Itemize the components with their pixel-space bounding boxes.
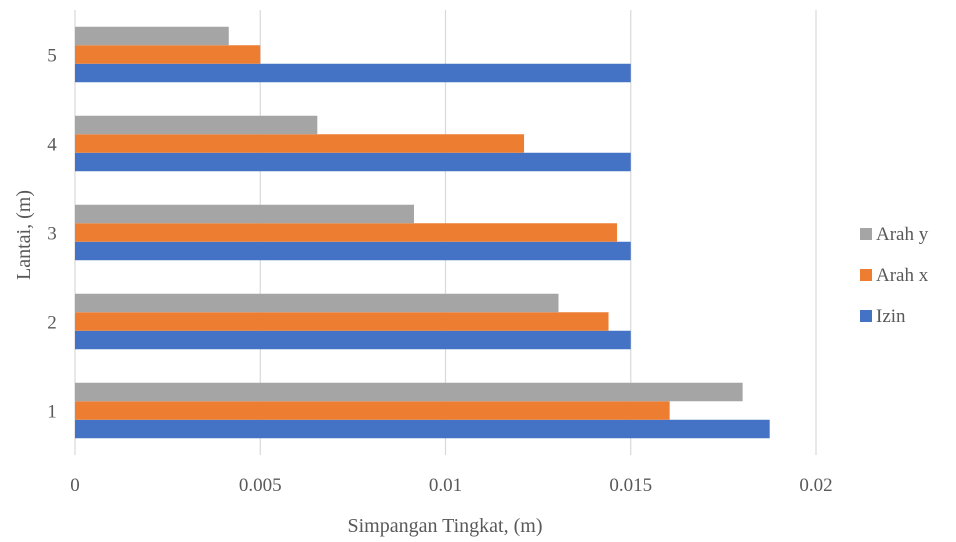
- legend-label: Arah x: [876, 265, 929, 286]
- y-tick-label: 3: [47, 224, 57, 245]
- legend-swatch: [860, 269, 872, 281]
- bar: [75, 63, 631, 83]
- bar: [75, 419, 770, 439]
- bar: [75, 115, 318, 135]
- x-tick-label: 0.005: [239, 475, 282, 496]
- bars: [75, 26, 770, 439]
- x-tick-labels: 0 0.005 0.01 0.015 0.02: [70, 475, 832, 496]
- bar: [75, 45, 261, 64]
- y-tick-labels: 1 2 3 4 5: [47, 46, 57, 423]
- y-tick-label: 1: [47, 402, 57, 423]
- legend-swatch: [860, 310, 872, 322]
- bar: [75, 204, 415, 224]
- y-axis-title: Lantai, (m): [13, 190, 35, 280]
- x-tick-label: 0.01: [429, 475, 462, 496]
- x-tick-label: 0.015: [609, 475, 652, 496]
- bar: [75, 312, 609, 331]
- bar: [75, 223, 618, 242]
- legend-swatch: [860, 228, 872, 240]
- x-tick-label: 0: [70, 475, 80, 496]
- bar: [75, 382, 743, 402]
- y-tick-label: 5: [47, 46, 57, 67]
- y-tick-label: 2: [47, 313, 57, 334]
- bar: [75, 330, 631, 350]
- legend-label: Izin: [876, 306, 906, 327]
- legend: Arah y Arah x Izin: [860, 224, 929, 327]
- legend-label: Arah y: [876, 224, 929, 245]
- bar: [75, 293, 559, 313]
- bar: [75, 401, 670, 420]
- bar: [75, 134, 525, 153]
- y-tick-label: 4: [47, 135, 57, 156]
- x-axis-title: Simpangan Tingkat, (m): [347, 515, 542, 537]
- bar: [75, 152, 631, 172]
- x-tick-label: 0.02: [799, 475, 832, 496]
- bar: [75, 241, 631, 261]
- bar: [75, 26, 229, 46]
